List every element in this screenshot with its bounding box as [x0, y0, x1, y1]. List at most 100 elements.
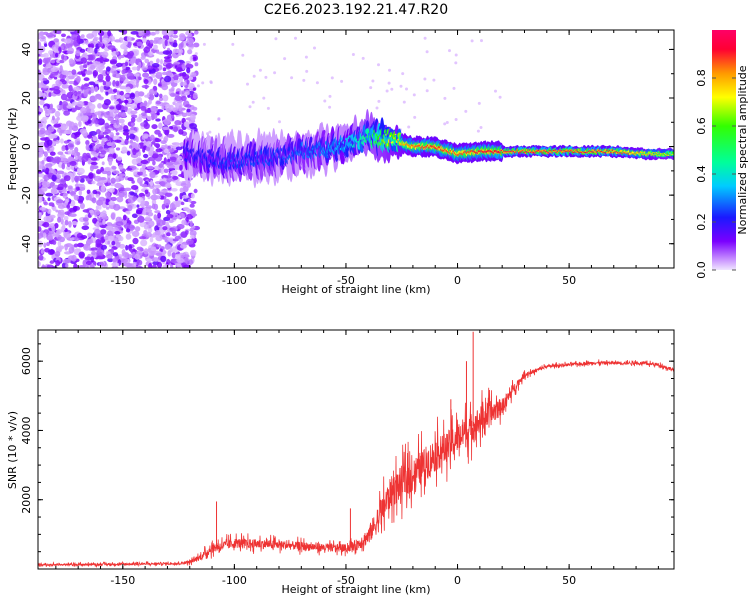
noise-dot	[138, 61, 142, 69]
colorbar-ticks: 0.0 0.2 0.4 0.6 0.8	[695, 69, 736, 279]
noise-dot	[89, 95, 98, 102]
noise-dot	[92, 136, 98, 142]
noise-dot	[371, 79, 375, 83]
noise-dot	[101, 137, 108, 142]
noise-dot	[68, 58, 74, 64]
noise-dot	[85, 143, 91, 151]
noise-dot	[171, 227, 177, 234]
noise-dot	[163, 118, 171, 125]
noise-dot	[194, 30, 199, 35]
noise-dot	[399, 84, 403, 88]
noise-dot	[118, 55, 122, 60]
noise-dot	[42, 92, 46, 99]
noise-dot	[143, 230, 148, 235]
noise-dot	[187, 49, 193, 55]
noise-dot	[66, 103, 74, 109]
noise-dot	[66, 204, 70, 209]
noise-dot	[40, 137, 48, 141]
noise-dot	[42, 77, 48, 81]
noise-dot	[153, 195, 162, 200]
noise-dot	[60, 123, 68, 130]
noise-dot	[452, 86, 456, 90]
noise-dot	[157, 133, 162, 137]
noise-dot	[179, 81, 187, 86]
noise-dot	[102, 80, 106, 86]
noise-dot	[190, 200, 197, 205]
noise-dot	[86, 33, 94, 39]
noise-dot	[152, 39, 159, 44]
noise-dot	[153, 165, 161, 171]
noise-dot	[76, 152, 81, 157]
noise-dot	[131, 185, 139, 190]
noise-dot	[140, 159, 149, 165]
noise-dot	[258, 68, 262, 72]
noise-dot	[160, 140, 167, 145]
noise-dot	[266, 106, 270, 110]
noise-dot	[155, 30, 160, 35]
noise-dot	[179, 187, 184, 193]
spectrogram-x-label: Height of straight line (km)	[281, 283, 430, 296]
noise-dot	[172, 246, 177, 253]
noise-dot	[90, 64, 96, 70]
noise-dot	[60, 93, 68, 101]
noise-dot	[63, 215, 69, 221]
noise-dot	[76, 141, 81, 145]
noise-dot	[125, 244, 129, 251]
noise-dot	[66, 190, 70, 194]
noise-dot	[41, 181, 49, 187]
noise-dot	[124, 103, 132, 108]
noise-dot	[150, 246, 157, 252]
noise-dot	[153, 78, 158, 85]
noise-dot	[79, 65, 85, 72]
noise-dot	[61, 145, 66, 152]
noise-dot	[134, 96, 143, 103]
noise-dot	[148, 93, 155, 101]
noise-dot	[63, 175, 71, 182]
noise-dot	[67, 75, 75, 80]
noise-dot	[132, 230, 140, 237]
ridge-cell	[671, 153, 674, 155]
noise-dot	[185, 257, 189, 264]
noise-dot	[115, 132, 120, 136]
noise-dot	[102, 37, 111, 44]
y-tick-label: 2000	[20, 486, 33, 514]
noise-dot	[92, 113, 97, 120]
noise-dot	[138, 113, 142, 121]
noise-dot	[124, 99, 128, 105]
noise-dot	[150, 105, 157, 112]
noise-dot	[106, 206, 110, 210]
noise-dot	[125, 66, 130, 71]
noise-dot	[51, 115, 55, 121]
noise-dot	[160, 255, 167, 263]
noise-dot	[62, 192, 68, 199]
snr-y-label: SNR (10 * v/v)	[6, 411, 19, 489]
noise-dot	[106, 222, 113, 227]
noise-dot	[80, 175, 89, 179]
noise-dot	[56, 170, 65, 175]
noise-dot	[89, 61, 93, 65]
noise-dot	[55, 209, 59, 213]
noise-dot	[62, 258, 71, 264]
noise-dot	[87, 158, 92, 165]
noise-dot	[302, 78, 306, 82]
y-tick-label: 4000	[20, 416, 33, 444]
noise-dot	[59, 59, 65, 64]
noise-dot	[147, 220, 155, 227]
noise-dot	[110, 60, 117, 65]
noise-dot	[98, 222, 103, 226]
noise-dot	[66, 165, 72, 171]
noise-dot	[126, 36, 132, 42]
noise-dot	[163, 56, 171, 60]
noise-dot	[97, 118, 105, 126]
noise-dot	[180, 231, 188, 238]
noise-dot	[56, 230, 60, 235]
noise-dot	[67, 255, 75, 261]
noise-dot	[190, 234, 195, 239]
noise-dot	[64, 211, 71, 215]
noise-dot	[182, 194, 189, 199]
noise-dot	[42, 116, 49, 120]
noise-dot	[118, 118, 125, 124]
noise-dot	[196, 84, 200, 88]
noise-dot	[189, 227, 194, 232]
